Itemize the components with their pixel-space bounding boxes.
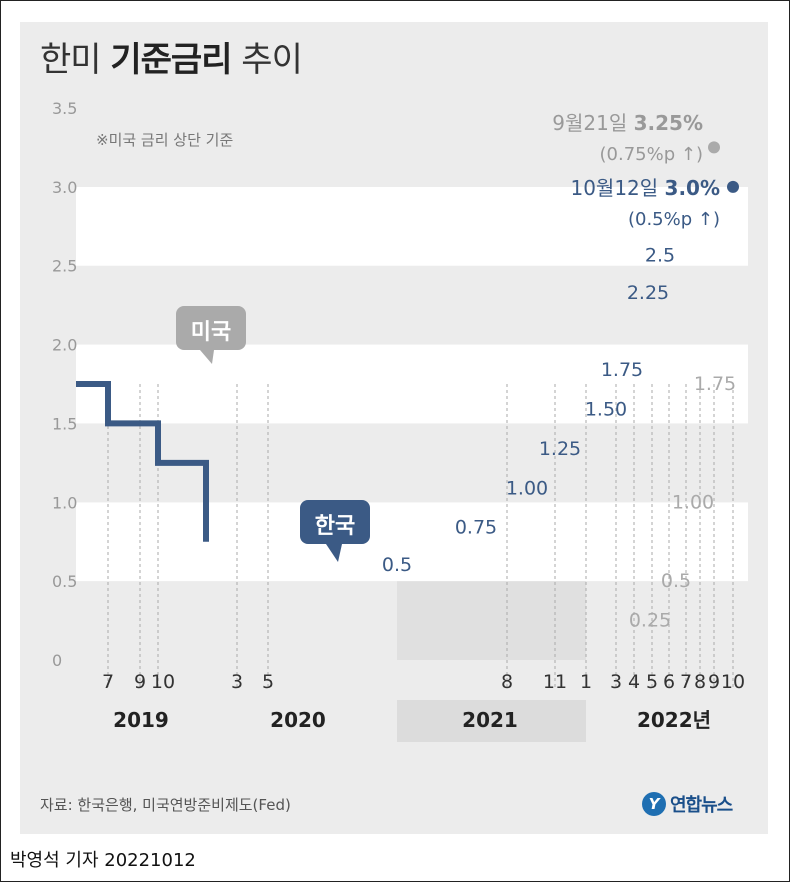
y-tick-label: 2.5 [52,257,77,276]
us-value-label: 0.25 [629,610,671,632]
x-tick-label: 3 [610,671,622,693]
korea-series-label: 한국 [315,514,355,539]
us-value-label: 1.00 [672,491,714,513]
korea-value-label: 1.00 [506,477,548,499]
y-tick-label: 0.5 [52,572,77,591]
korea-endpoint [727,180,739,193]
us-endpoint [708,141,720,154]
korea-value-label: 0.5 [382,554,412,576]
byline: 박영석 기자 20221012 [10,850,196,871]
us-latest-change: (0.75%p ↑) [600,144,703,165]
x-tick-label: 9 [134,671,146,693]
band [76,108,748,187]
korea-latest-annotation: 10월12일 3.0% [570,176,720,200]
y-tick-label: 1.5 [52,414,77,433]
x-tick-label: 7 [102,671,114,693]
korea-value-label: 0.75 [455,517,497,539]
year-label: 2019 [113,708,169,732]
y-tick-label: 3.0 [52,178,77,197]
x-tick-label: 8 [501,671,513,693]
korea-value-label: 1.25 [539,438,581,460]
us-value-label: 1.75 [694,373,736,395]
y-tick-label: 0 [52,651,62,670]
yonhap-logo: Y 연합뉴스 [642,790,733,818]
x-tick-label: 5 [646,671,658,693]
us-bubble-tail [200,350,214,364]
us-value-label: 0.5 [661,570,691,592]
y-tick-label: 3.5 [52,99,77,118]
korea-value-label: 2.25 [627,282,669,304]
x-tick-label: 4 [628,671,640,693]
korea-bubble [300,500,370,544]
y-tick-label: 2.0 [52,336,77,355]
korea-value-label: 1.75 [601,359,643,381]
chart-title: 한미 기준금리 추이 [40,40,303,80]
band [76,502,748,582]
yonhap-logo-icon: Y [642,792,666,816]
band [76,186,748,266]
x-tick-label: 9 [708,671,720,693]
x-tick-label: 6 [663,671,675,693]
year-label: 2021 [462,708,518,732]
y-tick-label: 1.0 [52,493,77,512]
korea-rate-line [76,381,209,542]
us-latest-annotation: 9월21일 3.25% [552,111,703,135]
year-label: 2020 [270,708,326,732]
x-tick-label: 11 [543,671,567,693]
band [76,581,748,660]
x-tick-label: 10 [151,671,175,693]
year-band-2021 [397,700,586,742]
x-tick-label: 3 [231,671,243,693]
logo-text: 연합뉴스 [670,795,733,816]
korea-value-label: 1.50 [585,398,627,420]
x-tick-label: 1 [580,671,592,693]
band [76,344,748,424]
x-tick-label: 7 [680,671,692,693]
x-tick-label: 10 [721,671,745,693]
x-tick-label: 5 [262,671,274,693]
note-text: ※미국 금리 상단 기준 [96,131,233,149]
year-label: 2022년 [637,708,711,732]
source-text: 자료: 한국은행, 미국연방준비제도(Fed) [40,796,291,814]
x-tick-label: 8 [694,671,706,693]
korea-latest-change: (0.5%p ↑) [628,209,720,230]
korea-value-label: 2.5 [645,245,675,267]
us-bubble [176,306,246,350]
us-series-label: 미국 [191,320,231,345]
year-shade-2021 [397,581,586,660]
korea-bubble-tail [326,544,342,562]
